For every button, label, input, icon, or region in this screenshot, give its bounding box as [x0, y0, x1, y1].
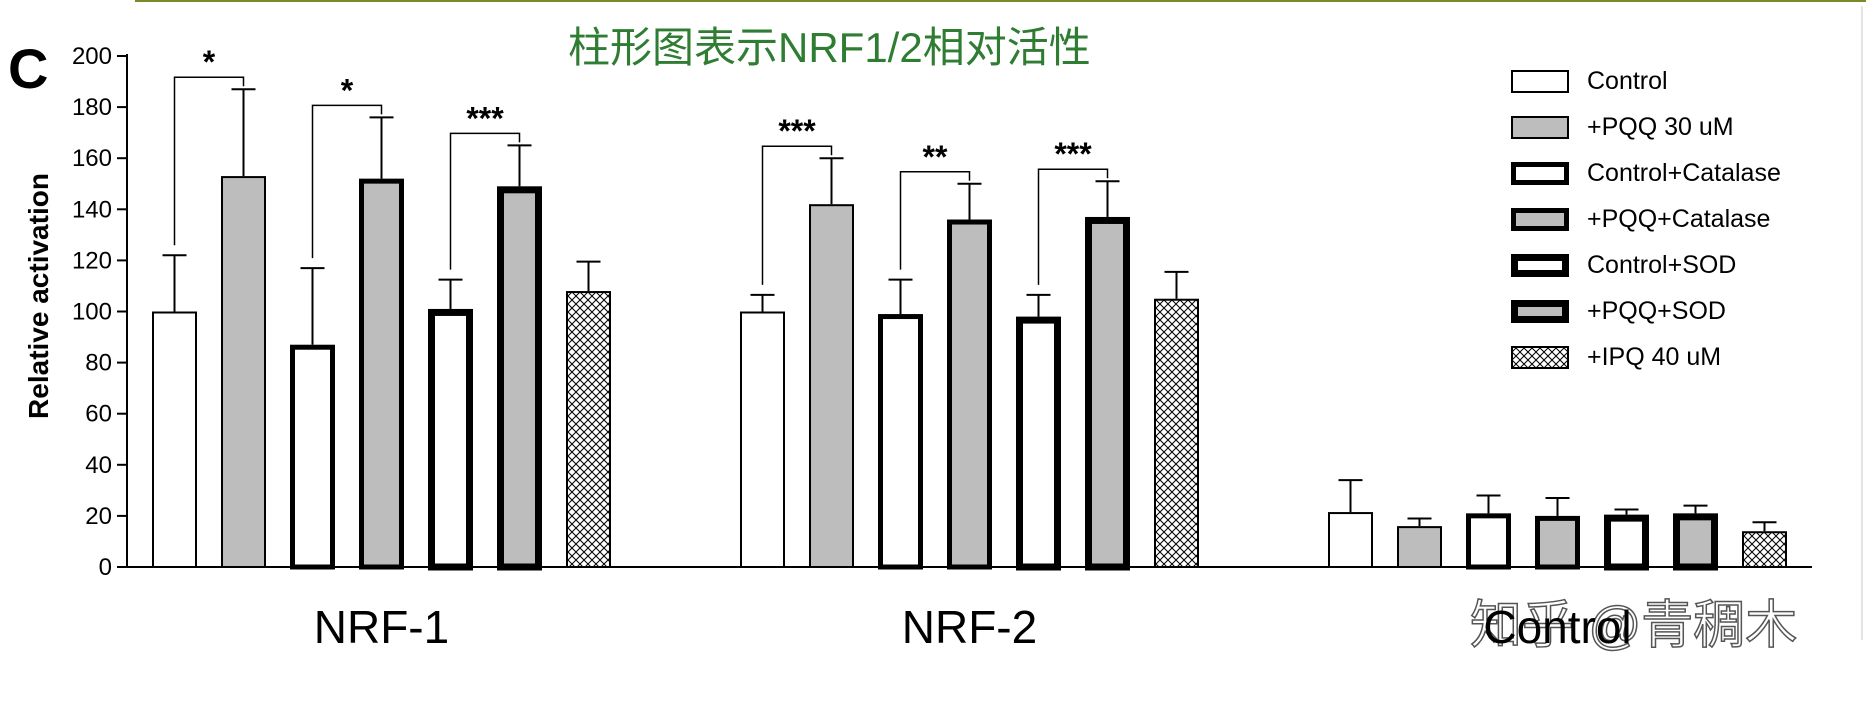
- legend-label: +PQQ 30 uM: [1587, 113, 1734, 141]
- x-category-label: NRF-2: [902, 601, 1037, 653]
- bar: [740, 311, 785, 568]
- significance-label: **: [923, 139, 948, 175]
- bar: [1085, 216, 1130, 571]
- significance-bracket: [1037, 168, 1109, 285]
- significance-label: *: [341, 72, 354, 108]
- significance-bracket: [311, 104, 383, 259]
- y-tick-label: 100: [72, 299, 112, 326]
- legend-swatch: [1511, 116, 1569, 139]
- bar: [497, 186, 542, 571]
- legend-label: +PQQ+Catalase: [1587, 205, 1770, 233]
- bar: [1016, 316, 1061, 571]
- bar: [1604, 514, 1649, 571]
- bar: [1466, 513, 1511, 570]
- y-tick-label: 40: [85, 452, 112, 479]
- y-tick-label: 60: [85, 401, 112, 428]
- x-category-label: Control: [1483, 601, 1631, 653]
- legend-swatch: [1511, 346, 1569, 369]
- significance-label: *: [203, 44, 216, 80]
- watermark: 知乎 @青稠木: [1470, 597, 1797, 655]
- bar: [221, 176, 266, 569]
- bar: [1154, 298, 1199, 568]
- significance-bracket: [761, 145, 833, 285]
- y-axis-title: Relative activation: [23, 173, 54, 419]
- legend-label: Control+SOD: [1587, 251, 1736, 279]
- significance-label: ***: [1054, 136, 1092, 172]
- x-category-label: NRF-1: [314, 601, 449, 653]
- bar: [566, 291, 611, 568]
- legend-label: +IPQ 40 uM: [1587, 343, 1721, 371]
- legend-swatch: [1511, 208, 1569, 231]
- y-tick-label: 200: [72, 43, 112, 70]
- significance-label: ***: [778, 113, 816, 149]
- y-tick-label: 0: [99, 554, 112, 581]
- significance-bracket: [449, 132, 521, 270]
- bar: [359, 178, 404, 570]
- y-tick-label: 120: [72, 247, 112, 274]
- y-tick-label: 160: [72, 145, 112, 172]
- bar: [878, 314, 923, 570]
- bar: [428, 308, 473, 571]
- overlay-title: 柱形图表示NRF1/2相对活性: [568, 24, 1091, 71]
- panel-letter: C: [8, 37, 48, 100]
- legend-label: Control+Catalase: [1587, 159, 1781, 187]
- bar: [947, 219, 992, 570]
- significance-label: ***: [466, 100, 504, 136]
- y-tick-label: 180: [72, 94, 112, 121]
- legend-swatch: [1511, 162, 1569, 185]
- bar: [809, 204, 854, 568]
- significance-bracket: [899, 171, 971, 270]
- y-tick-label: 140: [72, 196, 112, 223]
- legend-label: +PQQ+SOD: [1587, 297, 1726, 325]
- bar: [1397, 526, 1442, 568]
- y-tick-label: 20: [85, 503, 112, 530]
- legend-swatch: [1511, 70, 1569, 93]
- bar: [1742, 531, 1787, 568]
- bar: [1673, 513, 1718, 571]
- legend-label: Control: [1587, 67, 1668, 95]
- y-tick-label: 80: [85, 350, 112, 377]
- significance-bracket: [173, 76, 245, 246]
- bar: [1328, 512, 1373, 569]
- legend-swatch: [1511, 254, 1569, 277]
- legend-swatch: [1511, 300, 1569, 323]
- bar: [152, 311, 197, 568]
- bar: [290, 344, 335, 570]
- bar: [1535, 515, 1580, 570]
